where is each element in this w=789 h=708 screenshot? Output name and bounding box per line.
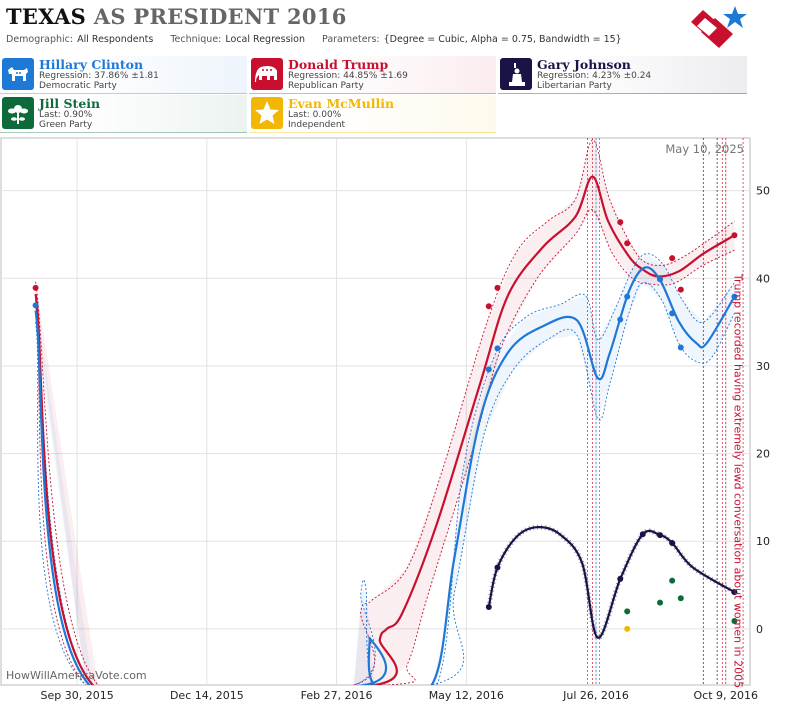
data-point [657, 599, 664, 606]
candidate-card[interactable]: Hillary Clinton Regression: 37.86% ±1.81 D… [0, 56, 247, 94]
candidate-stat: Last: 0.90% [39, 110, 93, 120]
data-point [731, 232, 738, 239]
event-annotation: Trump recorded having extremely lewd con… [731, 273, 744, 688]
data-point [485, 603, 492, 610]
y-tick-label: 50 [756, 185, 770, 198]
data-point [677, 595, 684, 602]
donkey-icon [2, 58, 34, 90]
data-point [639, 531, 646, 538]
poll-chart: Sep 30, 2015 Dec 14, 2015 Feb 27, 2016 May … [0, 137, 770, 702]
candidate-name: Hillary Clinton [39, 57, 144, 72]
confidence-band [35, 253, 735, 685]
header: TEXAS AS PRESIDENT 2016 Demographic: All … [0, 0, 789, 56]
watermark: HowWillAmericaVote.com [6, 669, 147, 682]
x-tick-label: May 12, 2016 [429, 689, 504, 702]
data-point [624, 240, 631, 247]
data-point [731, 589, 738, 596]
y-tick-label: 30 [756, 360, 770, 373]
data-point [494, 564, 501, 571]
candidate-stat: Last: 0.00% [288, 110, 342, 120]
title-rest: AS PRESIDENT 2016 [93, 4, 347, 29]
demographic-label: Demographic: [6, 34, 74, 45]
series-line [34, 266, 736, 685]
series-line [34, 175, 735, 685]
candidate-name: Jill Stein [39, 96, 101, 111]
data-point [494, 345, 501, 352]
statue-of-liberty-icon [500, 58, 532, 90]
candidate-stat: Regression: 44.85% ±1.69 [288, 71, 408, 81]
parameters-value: {Degree = Cubic, Alpha = 0.75, Bandwidth… [383, 34, 622, 45]
x-tick-label: Feb 27, 2016 [301, 689, 373, 702]
data-point [657, 532, 664, 539]
chart-area: Sep 30, 2015 Dec 14, 2015 Feb 27, 2016 May … [0, 137, 789, 704]
chart-date-label: May 10, 2025 [665, 142, 744, 156]
plot-frame [0, 137, 751, 686]
data-point [485, 303, 492, 310]
y-tick-label: 20 [756, 448, 770, 461]
data-point [669, 577, 676, 584]
y-tick-label: 0 [756, 623, 763, 636]
data-point [617, 316, 624, 323]
candidate-name: Donald Trump [288, 57, 389, 72]
candidate-name: Gary Johnson [537, 57, 631, 72]
x-tick-label: Oct 9, 2016 [694, 689, 759, 702]
candidate-card[interactable]: Gary Johnson Regression: 4.23% ±0.24 Liber… [498, 56, 747, 94]
data-point [677, 286, 684, 293]
x-tick-label: Dec 14, 2015 [170, 689, 244, 702]
candidate-stat: Regression: 37.86% ±1.81 [39, 71, 159, 81]
candidate-card[interactable]: Jill Stein Last: 0.90% Green Party [0, 95, 247, 133]
data-point [494, 284, 501, 291]
series-line-dots [486, 524, 736, 641]
data-point [677, 344, 684, 351]
data-point [624, 608, 631, 615]
data-point [485, 366, 492, 373]
data-point [669, 310, 676, 317]
title-state: TEXAS [6, 4, 87, 29]
demographic-value: All Respondents [77, 34, 154, 45]
candidate-name: Evan McMullin [288, 96, 395, 111]
data-point [669, 539, 676, 546]
candidate-party: Green Party [39, 120, 93, 130]
site-logo[interactable] [689, 2, 751, 52]
elephant-icon [251, 58, 283, 90]
data-point [32, 302, 39, 309]
candidate-party: Republican Party [288, 81, 364, 91]
data-point [32, 284, 39, 291]
y-tick-label: 10 [756, 535, 770, 548]
data-point [617, 575, 624, 582]
candidate-card[interactable]: Evan McMullin Last: 0.00% Independent [249, 95, 496, 133]
candidate-party: Independent [288, 120, 346, 130]
star-icon [251, 97, 283, 129]
x-tick-label: Jul 26, 2016 [562, 689, 629, 702]
candidate-card[interactable]: Donald Trump Regression: 44.85% ±1.69 Repu… [249, 56, 496, 94]
x-tick-label: Sep 30, 2015 [41, 689, 114, 702]
flower-icon [2, 97, 34, 129]
parameters-line: Demographic: All Respondents Technique: Lo… [6, 34, 626, 45]
technique-label: Technique: [170, 34, 222, 45]
data-point [657, 276, 664, 283]
data-point [624, 293, 631, 300]
candidate-party: Democratic Party [39, 81, 117, 91]
data-point [731, 618, 738, 625]
data-point [731, 293, 738, 300]
data-point [617, 219, 624, 226]
page-title: TEXAS AS PRESIDENT 2016 [6, 4, 347, 29]
parameters-label: Parameters: [322, 34, 380, 45]
technique-value: Local Regression [225, 34, 305, 45]
data-point [669, 255, 676, 262]
candidate-stat: Regression: 4.23% ±0.24 [537, 71, 652, 81]
data-point [624, 625, 631, 632]
y-tick-label: 40 [756, 272, 770, 285]
candidate-party: Libertarian Party [537, 81, 612, 91]
